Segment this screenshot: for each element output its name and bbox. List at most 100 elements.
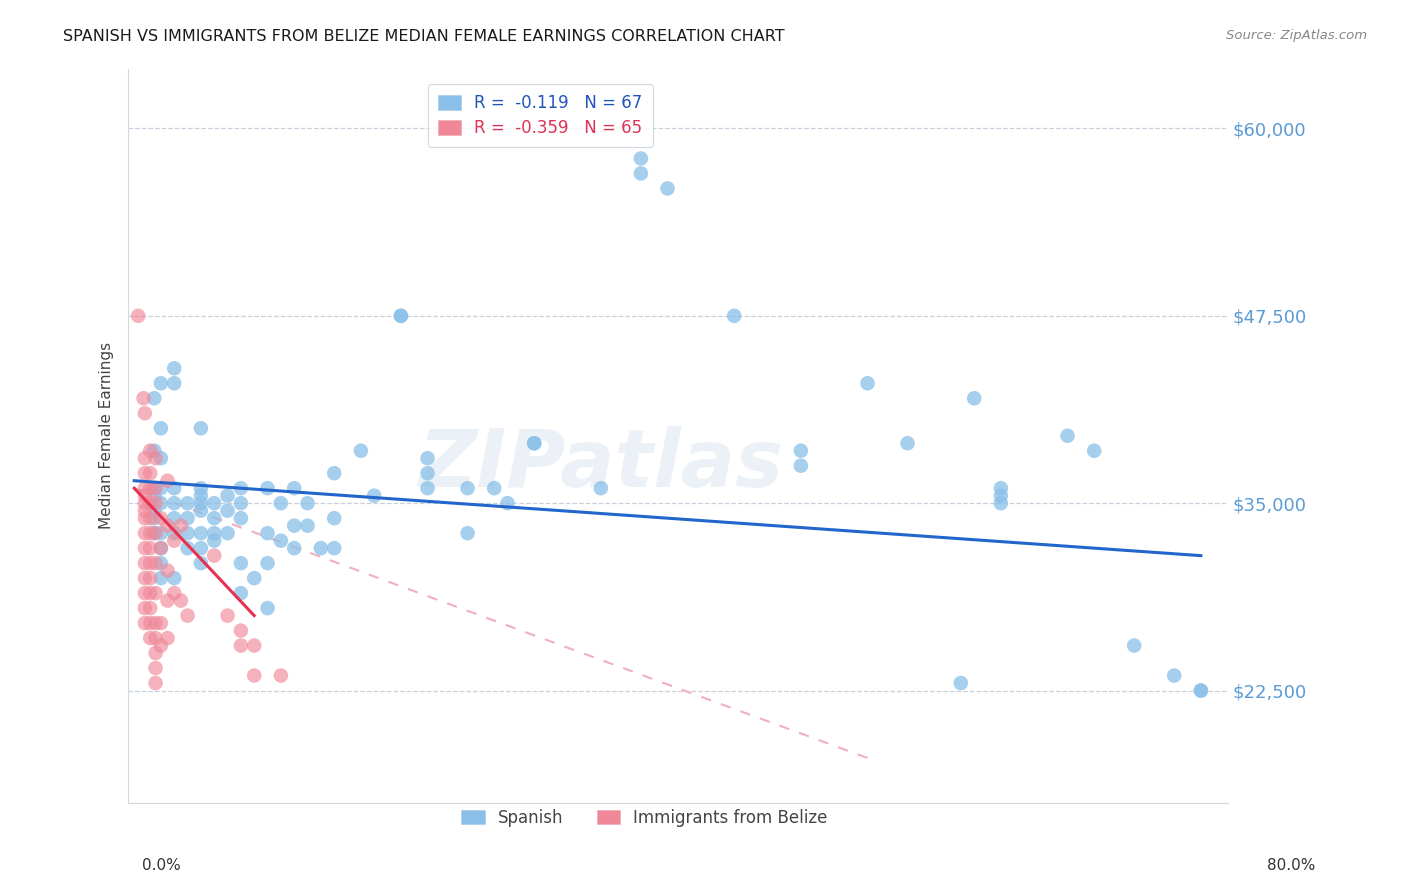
Point (145, 631, 167, 645)
Point (176, 608, 198, 623)
Point (145, 586, 167, 600)
Point (229, 511, 252, 525)
Point (149, 556, 172, 570)
Point (163, 586, 186, 600)
Point (143, 443, 166, 458)
Point (134, 526, 156, 541)
Point (323, 511, 346, 525)
Point (143, 526, 166, 541)
Point (389, 309, 412, 323)
Point (156, 564, 179, 578)
Point (416, 451, 439, 466)
Point (229, 624, 252, 638)
Point (229, 496, 252, 510)
Point (270, 668, 292, 682)
Point (484, 481, 506, 495)
Point (134, 556, 156, 570)
Point (1056, 428, 1078, 442)
Point (217, 504, 239, 518)
Point (139, 496, 162, 510)
Point (139, 443, 162, 458)
Point (256, 481, 278, 495)
Point (149, 571, 172, 585)
Point (217, 489, 239, 503)
Point (149, 541, 172, 556)
Point (145, 676, 167, 690)
Point (163, 361, 186, 376)
Point (256, 526, 278, 541)
Point (134, 467, 156, 481)
Point (163, 496, 186, 510)
Point (156, 593, 179, 607)
Point (145, 616, 167, 631)
Point (156, 631, 179, 645)
Point (134, 504, 156, 518)
Point (297, 518, 319, 533)
Point (270, 533, 292, 548)
Point (149, 496, 172, 510)
Point (229, 556, 252, 570)
Point (139, 467, 162, 481)
Point (723, 309, 745, 323)
Point (190, 504, 212, 518)
Point (134, 616, 156, 631)
Point (589, 481, 612, 495)
Point (170, 518, 193, 533)
Point (496, 496, 519, 510)
Point (163, 511, 186, 525)
Point (202, 526, 225, 541)
Point (134, 601, 156, 615)
Point (657, 181, 679, 195)
Point (790, 443, 813, 458)
Text: SPANISH VS IMMIGRANTS FROM BELIZE MEDIAN FEMALE EARNINGS CORRELATION CHART: SPANISH VS IMMIGRANTS FROM BELIZE MEDIAN… (63, 29, 785, 44)
Point (297, 496, 319, 510)
Legend: Spanish, Immigrants from Belize: Spanish, Immigrants from Belize (453, 800, 837, 835)
Point (190, 541, 212, 556)
Point (149, 639, 172, 653)
Point (217, 608, 239, 623)
Point (176, 541, 198, 556)
Point (139, 541, 162, 556)
Point (149, 376, 172, 391)
Point (170, 593, 193, 607)
Point (134, 451, 156, 466)
Point (149, 481, 172, 495)
Point (156, 474, 179, 488)
Point (283, 481, 305, 495)
Point (630, 152, 652, 166)
Point (163, 571, 186, 585)
Point (457, 481, 479, 495)
Point (176, 526, 198, 541)
Point (630, 166, 652, 180)
Point (139, 586, 162, 600)
Point (323, 541, 346, 556)
Text: 0.0%: 0.0% (142, 858, 181, 873)
Point (990, 481, 1012, 495)
Point (163, 376, 186, 391)
Text: ZIPatlas: ZIPatlas (418, 426, 783, 504)
Point (243, 639, 266, 653)
Point (270, 496, 292, 510)
Point (145, 526, 167, 541)
Point (1189, 683, 1212, 698)
Point (856, 376, 879, 391)
Point (963, 391, 986, 405)
Point (323, 467, 346, 481)
Point (229, 481, 252, 495)
Point (134, 496, 156, 510)
Point (416, 481, 439, 495)
Point (163, 526, 186, 541)
Point (145, 646, 167, 660)
Point (143, 489, 166, 503)
Point (149, 511, 172, 525)
Point (457, 526, 479, 541)
Point (190, 421, 212, 435)
Point (134, 489, 156, 503)
Point (190, 489, 212, 503)
Point (139, 556, 162, 570)
Text: 80.0%: 80.0% (1267, 858, 1315, 873)
Point (1189, 683, 1212, 698)
Point (134, 571, 156, 585)
Point (256, 556, 278, 570)
Point (132, 391, 155, 405)
